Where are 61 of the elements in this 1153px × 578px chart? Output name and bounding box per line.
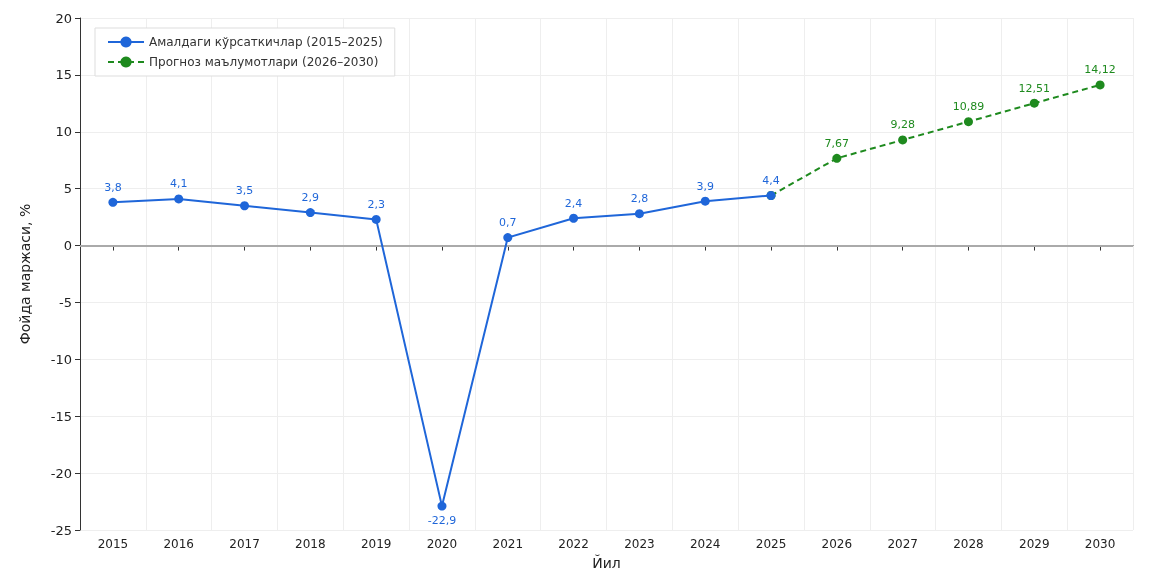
data-label: 4,4: [762, 173, 780, 187]
y-axis-title: Фойда маржаси, %: [17, 203, 33, 345]
data-label: 2,3: [367, 197, 385, 211]
data-label: 2,4: [564, 196, 583, 210]
data-label: 2,8: [630, 192, 649, 206]
y-tick-label: 5: [63, 181, 72, 197]
data-label: -22,9: [427, 513, 457, 527]
point: [437, 501, 447, 511]
point: [569, 213, 579, 223]
data-label: 4,1: [169, 177, 188, 191]
data-label: 9,28: [890, 118, 915, 132]
x-tick-label: 2026: [821, 537, 853, 551]
point: [963, 117, 973, 127]
x-tick-label: 2027: [887, 537, 918, 551]
data-label: 12,51: [1018, 81, 1051, 95]
x-tick-label: 2030: [1084, 537, 1116, 551]
y-tick-label: -25: [50, 522, 72, 538]
x-tick-label: 2025: [755, 537, 787, 551]
point: [240, 201, 250, 211]
y-tick-label: 0: [63, 238, 72, 254]
y-tick-label: -5: [59, 294, 72, 310]
x-tick-label: 2016: [163, 537, 194, 551]
y-tick-label: 20: [55, 10, 72, 26]
x-tick-label: 2017: [229, 537, 260, 551]
x-tick-label: 2018: [295, 537, 326, 551]
legend-label: Амалдаги кўрсаткичлар (2015–2025): [149, 35, 383, 49]
data-label: 10,89: [952, 100, 985, 114]
data-label: 0,7: [499, 216, 517, 230]
y-tick-label: -20: [50, 465, 72, 481]
point: [700, 196, 710, 206]
data-label: 14,12: [1084, 63, 1116, 77]
x-tick-label: 2023: [624, 537, 655, 551]
y-tick-label: 15: [55, 67, 72, 83]
point: [1095, 80, 1105, 90]
data-label: 3,8: [104, 180, 122, 194]
point: [305, 208, 315, 218]
point: [108, 197, 118, 207]
x-tick-label: 2020: [426, 537, 458, 551]
y-tick-label: -10: [50, 351, 72, 367]
point: [1029, 98, 1039, 108]
data-label: 3,9: [696, 179, 714, 193]
x-tick-label: 2028: [953, 537, 984, 551]
x-tick-label: 2022: [558, 537, 589, 551]
point: [371, 214, 381, 224]
point: [832, 153, 842, 163]
x-tick-label: 2024: [689, 537, 721, 551]
x-tick-label: 2019: [360, 537, 392, 551]
data-label: 2,9: [301, 191, 320, 205]
x-tick-label: 2015: [97, 537, 129, 551]
x-tick-label: 2029: [1019, 537, 1050, 551]
point: [898, 135, 908, 145]
data-label: 7,67: [824, 136, 850, 150]
y-tick-label: 10: [55, 124, 72, 140]
point: [634, 209, 644, 219]
x-tick-label: 2021: [492, 537, 524, 551]
x-axis-title: Йил: [592, 554, 621, 571]
point: [174, 194, 184, 204]
point: [503, 233, 513, 243]
data-label: 3,5: [235, 184, 254, 198]
legend-label: Прогноз маълумотлари (2026–2030): [149, 55, 379, 69]
y-tick-label: -15: [50, 408, 72, 424]
